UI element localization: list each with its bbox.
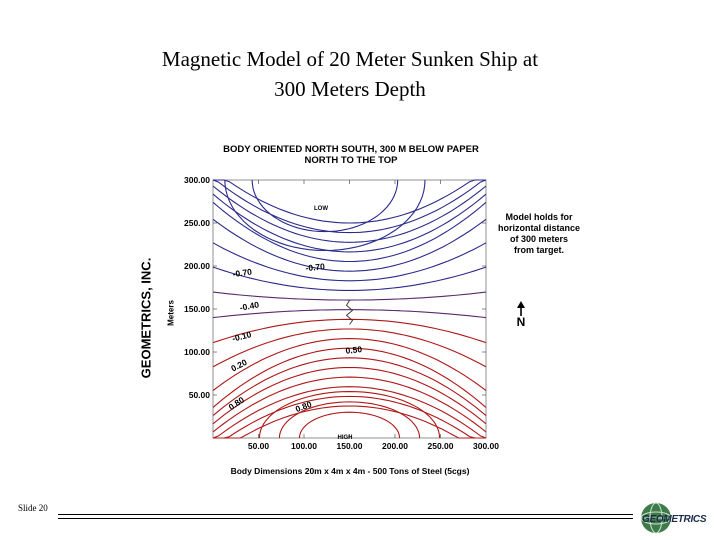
contour-line-5 — [212, 218, 487, 272]
x-tick-label-4: 250.00 — [428, 441, 454, 451]
x-tick-label-2: 150.00 — [337, 441, 363, 451]
contour-line-0 — [213, 179, 486, 224]
contour-line-6 — [212, 242, 487, 282]
chart-title-line2: NORTH TO THE TOP — [304, 155, 398, 166]
note-line-1: Model holds for — [505, 212, 573, 222]
y-tick-label-1: 250.00 — [184, 218, 210, 228]
ship-outline — [345, 300, 354, 325]
contour-line-high-1 — [278, 401, 421, 439]
north-label: N — [517, 315, 526, 329]
contour-value-labels: -0.70 -0.70 -0.40 -0.10 0.20 0.50 0.80 0.80 — [227, 261, 363, 414]
note-line-3: of 300 meters — [509, 234, 569, 244]
chart-title-line1: BODY ORIENTED NORTH SOUTH, 300 M BELOW P… — [223, 144, 479, 155]
contour-label-2: -0.40 — [239, 299, 260, 312]
contour-line-10 — [212, 318, 487, 344]
x-tick-label-5: 300.00 — [473, 441, 499, 451]
y-tick-label-3: 150.00 — [184, 304, 210, 314]
contour-line-17 — [212, 386, 487, 439]
contour-label-4: 0.20 — [229, 357, 249, 374]
contour-line-13 — [212, 347, 487, 408]
model-note: Model holds for horizontal distance of 3… — [487, 212, 591, 256]
contour-line-2 — [212, 185, 487, 243]
contour-line-14 — [212, 357, 487, 417]
contour-label-7: 0.80 — [227, 394, 247, 412]
low-label: LOW — [314, 206, 328, 212]
contour-line-9 — [212, 309, 487, 319]
contour-label-5: 0.50 — [345, 344, 363, 356]
slide-title-line1: Magnetic Model of 20 Meter Sunken Ship a… — [161, 47, 539, 71]
y-tick-labels: 300.00 250.00 200.00 150.00 100.00 50.00 — [184, 175, 210, 400]
slide-title-line2: 300 Meters Depth — [274, 77, 426, 101]
geometrics-globe-icon — [640, 502, 672, 534]
note-line-4: from target. — [513, 245, 564, 255]
north-arrow: N — [517, 301, 526, 329]
contour-label-8: 0.80 — [294, 399, 313, 414]
y-tick-label-5: 50.00 — [189, 390, 211, 400]
contour-line-19 — [213, 405, 486, 439]
contour-line-7 — [212, 266, 487, 291]
plot-frame — [212, 179, 487, 439]
footer-rule-top — [58, 514, 633, 515]
contour-line-15 — [212, 366, 487, 425]
y-tick-label-4: 100.00 — [184, 347, 210, 357]
note-line-2: horizontal distance — [497, 223, 580, 233]
target-marker — [345, 300, 354, 325]
contour-line-18 — [213, 395, 486, 439]
x-tick-labels: 50.00 100.00 150.00 200.00 250.00 300.00 — [248, 441, 499, 451]
contour-line-3 — [212, 193, 487, 253]
x-tick-label-3: 200.00 — [382, 441, 408, 451]
body-dimensions-caption: Body Dimensions 20m x 4m x 4m - 500 Tons… — [230, 466, 470, 476]
contour-line-4 — [212, 201, 487, 263]
y-tick-label-2: 200.00 — [184, 261, 210, 271]
brand-logo-text: GEOMETRICS — [642, 514, 707, 525]
footer-rule-bottom — [58, 518, 633, 519]
chart-title: BODY ORIENTED NORTH SOUTH, 300 M BELOW P… — [186, 144, 516, 166]
contour-label-1: -0.70 — [305, 261, 326, 273]
contour-line-8 — [212, 291, 487, 301]
contour-line-high-0 — [298, 411, 401, 439]
y-tick-label-0: 300.00 — [184, 175, 210, 185]
slide-title: Magnetic Model of 20 Meter Sunken Ship a… — [100, 44, 600, 104]
contour-line-11 — [212, 328, 487, 368]
contour-line-12 — [212, 338, 487, 391]
x-tick-label-0: 50.00 — [248, 441, 270, 451]
contour-line-16 — [212, 376, 487, 433]
contour-line-1 — [212, 179, 487, 234]
contour-label-0: -0.70 — [232, 267, 253, 280]
contour-line-high-2 — [258, 391, 441, 439]
contour-lines — [212, 179, 487, 439]
contour-label-3: -0.10 — [231, 329, 252, 343]
contour-line-low-0 — [251, 179, 399, 233]
high-label: HIGH — [338, 435, 353, 441]
x-tick-label-1: 100.00 — [291, 441, 317, 451]
slide-number: Slide 20 — [18, 503, 48, 513]
